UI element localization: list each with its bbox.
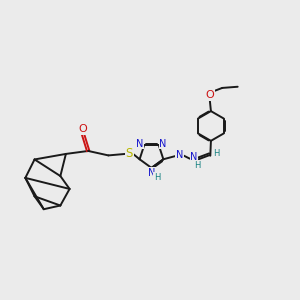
- Text: O: O: [79, 124, 87, 134]
- Text: H: H: [194, 161, 200, 170]
- Text: N: N: [148, 168, 155, 178]
- Text: H: H: [213, 149, 219, 158]
- Text: H: H: [154, 173, 160, 182]
- Text: N: N: [190, 152, 198, 163]
- Text: O: O: [206, 90, 214, 100]
- Text: S: S: [125, 147, 133, 161]
- Text: N: N: [136, 139, 144, 148]
- Text: N: N: [159, 139, 167, 148]
- Text: N: N: [176, 149, 183, 160]
